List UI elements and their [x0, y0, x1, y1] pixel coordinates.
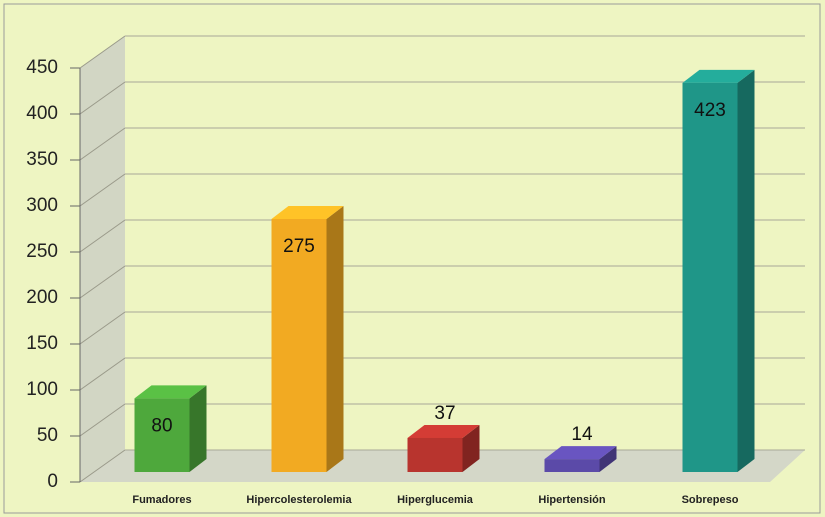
- grid-line: [79, 449, 126, 483]
- grid-line: [79, 35, 126, 69]
- grid-line: [79, 173, 126, 207]
- bar-top: [682, 69, 755, 83]
- data-label: 80: [151, 415, 172, 436]
- x-tick-label: Sobrepeso: [682, 494, 739, 506]
- grid-line: [79, 357, 126, 391]
- bar-side: [737, 69, 755, 472]
- x-tick-label: Hiperglucemia: [397, 494, 474, 506]
- data-label: 275: [283, 236, 315, 257]
- bar-top: [544, 446, 617, 460]
- y-tick-label: 50: [37, 425, 58, 446]
- grid-line: [79, 403, 126, 437]
- bar: [407, 437, 463, 472]
- bar-side: [326, 206, 344, 472]
- bar: [544, 459, 600, 472]
- y-tick-label: 100: [26, 379, 58, 400]
- bar-top: [407, 424, 480, 438]
- data-label: 423: [694, 100, 726, 121]
- bar-top: [271, 206, 344, 219]
- y-tick-label: 150: [26, 333, 58, 354]
- side-wall: [80, 36, 125, 482]
- grid-line: [79, 311, 126, 345]
- y-tick-label: 300: [26, 195, 58, 216]
- bar-side: [462, 424, 480, 472]
- y-tick-label: 400: [26, 103, 58, 124]
- grid-line: [79, 219, 126, 253]
- data-label: 14: [571, 424, 593, 445]
- y-tick-label: 450: [26, 57, 58, 78]
- y-tick-label: 200: [26, 287, 58, 308]
- bar-side: [599, 446, 617, 472]
- bar-side: [189, 385, 207, 472]
- grid-line: [79, 127, 126, 161]
- grid-line: [79, 81, 126, 115]
- frame: [3, 3, 821, 514]
- grid-line: [79, 265, 126, 299]
- data-label: 37: [434, 403, 455, 424]
- y-tick-label: 0: [47, 471, 58, 492]
- x-tick-label: Hipertensión: [538, 494, 606, 506]
- bar: [271, 219, 327, 472]
- y-tick-label: 250: [26, 241, 58, 262]
- bar: [682, 82, 738, 472]
- bar: [134, 398, 190, 472]
- bars: Fumadores 80 Hipercolesterolemia 275 Hipergl…: [132, 69, 755, 506]
- y-tick-label: 350: [26, 149, 58, 170]
- x-tick-label: Hipercolesterolemia: [246, 494, 352, 506]
- bar-top: [134, 385, 207, 399]
- x-tick-label: Fumadores: [132, 494, 191, 506]
